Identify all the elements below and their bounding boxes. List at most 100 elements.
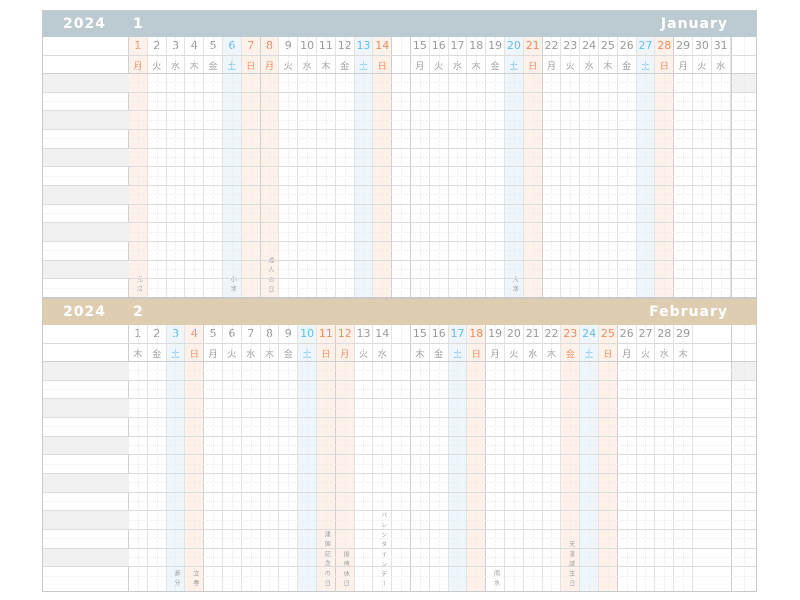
day-number: 17 [450,39,465,52]
holiday-label: 節分 [172,570,180,590]
weekday-label: 水 [716,62,726,72]
weekday-label: 水 [170,62,180,72]
weekday-label: 火 [640,350,650,360]
weekday-label: 月 [340,350,350,360]
grid-subline [43,287,756,289]
weekday-label: 金 [340,62,350,72]
day-column[interactable]: 29 木 [674,325,693,591]
day-column[interactable]: 28 水 [655,325,675,591]
day-column[interactable]: 26 月 [618,325,637,591]
day-number: 7 [247,39,255,52]
weekday-label: 水 [377,350,387,360]
weekday-label: 土 [452,350,462,360]
day-column[interactable]: 10 土 [298,325,317,591]
day-number: 3 [171,39,179,52]
weekday-label: 月 [208,350,218,360]
day-number: 14 [375,327,390,340]
weekday-label: 金 [152,350,162,360]
row-label-cell[interactable] [43,547,129,567]
grid-line [43,379,756,381]
grid-subline [43,501,756,503]
grid-line [43,241,756,243]
day-column[interactable]: 15 木 [411,325,430,591]
day-column[interactable]: 18 日 [467,325,487,591]
day-number: 3 [171,327,179,340]
grid-subline [43,389,756,390]
month-header: 2024 2 February [43,299,756,325]
day-column[interactable]: 22 木 [543,325,562,591]
weekday-label: 土 [584,350,594,360]
day-number: 10 [300,39,315,52]
grid-line [43,203,756,205]
weekday-label: 火 [697,62,707,72]
day-column[interactable]: 20 火 [505,325,524,591]
day-column[interactable]: 11 日建国記念の日 [317,325,336,591]
weekday-label: 月 [415,62,425,72]
grid-line [43,491,756,493]
day-column[interactable]: 14 水バレンタインデー [373,325,393,591]
day-number: 17 [450,327,465,340]
day-column[interactable]: 16 金 [430,325,449,591]
grid-subline [43,557,756,559]
day-column[interactable]: 19 月雨水 [486,325,505,591]
grid-subline [43,138,756,140]
day-column[interactable]: 23 金天皇誕生日 [561,325,581,591]
weekday-label: 金 [283,350,293,360]
grid-line [43,91,756,93]
day-column[interactable]: 4 日立春 [185,325,205,591]
weekday-label: 火 [152,62,162,72]
grid-subline [43,231,756,233]
weekday-label: 金 [208,62,218,72]
day-number: 18 [469,39,484,52]
month-february: 1 木 2 金 3 土節分 4 日立春 5 月 6 火 7 水 8 木 9 金 10 土 11 日建国記念の日 12 月振替休… [42,298,757,592]
day-number: 31 [713,39,728,52]
weekday-label: 土 [509,62,519,72]
day-number: 18 [469,327,484,340]
grid-line [43,510,756,512]
day-number: 11 [318,327,333,340]
day-number: 7 [247,327,255,340]
day-column[interactable]: 3 土節分 [166,325,186,591]
day-number: 28 [657,327,672,340]
holiday-label: バレンタインデー [379,511,387,590]
day-column[interactable]: 24 土 [580,325,599,591]
day-column[interactable]: 12 月振替休日 [335,325,355,591]
weekday-label: 水 [659,350,669,360]
grid-subline [43,482,756,484]
day-column[interactable]: 27 火 [637,325,656,591]
weekday-label: 木 [189,62,199,72]
day-column[interactable]: 13 火 [355,325,374,591]
day-number: 23 [563,39,578,52]
day-column[interactable]: 17 土 [448,325,468,591]
weekday-label: 月 [133,62,143,72]
weekday-label: 土 [227,62,237,72]
row-label-cell[interactable] [43,110,129,129]
day-number: 11 [318,39,333,52]
day-number: 20 [506,327,521,340]
weekday-label: 木 [603,62,613,72]
day-column[interactable]: 21 水 [524,325,543,591]
grid-line [43,110,756,112]
row-label-cell[interactable] [43,259,129,279]
grid-line [43,185,756,187]
weekday-label: 火 [227,350,237,360]
year-label: 2024 [63,304,106,320]
grid-line [43,473,756,475]
row-label-cell[interactable] [43,398,129,417]
weekday-label: 土 [170,350,180,360]
day-number: 13 [356,327,371,340]
month-number: 2 [133,304,143,320]
holiday-label: 建国記念の日 [323,531,331,590]
row-label-column [43,325,129,591]
day-number: 19 [488,39,503,52]
holiday-label: 雨水 [492,570,500,590]
day-column[interactable]: 25 日 [599,325,618,591]
spacer-column [392,325,411,591]
